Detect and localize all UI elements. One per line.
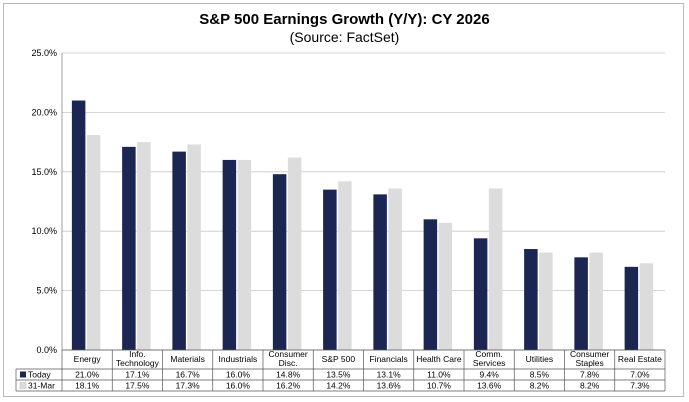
category-label: Real Estate [618,354,662,364]
y-tick-label: 20.0% [31,107,57,117]
bar [539,252,553,350]
value-label: 13.6% [477,381,502,391]
bar [524,249,538,350]
value-label: 17.1% [125,370,150,380]
category-label: Industrials [219,354,258,364]
value-label: 18.1% [75,381,100,391]
value-label: 13.5% [326,370,351,380]
bars [71,100,654,351]
category-label: Financials [369,354,407,364]
bar [589,252,603,350]
value-label: 16.2% [276,381,301,391]
bar [222,159,237,350]
chart-subtitle: (Source: FactSet) [289,29,400,45]
chart-frame [3,3,684,397]
category-label: Energy [74,354,102,364]
value-label: 16.7% [176,370,201,380]
category-label: Health Care [416,354,462,364]
value-label: 21.0% [75,370,100,380]
category-label: Materials [170,354,204,364]
value-label: 17.5% [125,381,150,391]
bar [122,146,136,350]
y-tick-label: 0.0% [36,345,57,355]
bar [373,194,387,350]
value-label: 14.8% [276,370,301,380]
legend-label: Today [28,370,51,380]
bar [172,151,186,350]
bar [237,159,252,350]
category-label: S&P 500 [322,354,356,364]
bar [423,219,438,350]
value-label: 14.2% [326,381,351,391]
bar [473,238,488,350]
bar [488,188,503,350]
bar [71,100,86,351]
category-label: Info. Technology [116,349,160,368]
category-label: Utilities [526,354,553,364]
chart-title: S&P 500 Earnings Growth (Y/Y): CY 2026 [199,11,490,28]
bar [438,222,453,350]
bar [388,188,402,350]
category-label: Consumer Staples [570,349,609,368]
value-label: 17.3% [176,381,201,391]
bar [137,142,151,350]
value-label: 8.2% [580,381,600,391]
value-label: 8.5% [530,370,550,380]
category-label: Comm. Services [473,349,506,368]
value-label: 11.0% [427,370,451,380]
bar [272,174,287,350]
y-tick-label: 10.0% [31,226,57,236]
bar [187,144,201,350]
legend-key [20,371,26,378]
y-tick-label: 15.0% [31,167,57,177]
y-axis: 0.0% 5.0% 10.0% 15.0% 20.0% 25.0% [31,48,63,355]
bar [338,181,352,350]
y-tick-label: 5.0% [36,286,57,296]
data-table: Energy Info. Technology Materials Industrial… [15,349,666,392]
value-label: 16.0% [226,381,251,391]
category-label: Consumer Disc. [269,349,308,368]
value-label: 7.3% [630,381,650,391]
value-label: 7.8% [580,370,600,380]
bar [639,263,654,350]
bar [86,134,101,350]
bar [323,189,337,350]
value-label: 13.6% [377,381,402,391]
value-label: 13.1% [377,370,402,380]
value-label: 9.4% [479,370,499,380]
legend-label: 31-Mar [28,381,55,391]
bar [624,266,639,350]
bar [574,257,588,350]
y-tick-label: 25.0% [31,48,57,58]
value-label: 7.0% [630,370,650,380]
value-label: 8.2% [530,381,550,391]
bar [287,157,302,350]
value-label: 16.0% [226,370,251,380]
value-label: 10.7% [427,381,452,391]
legend-key [19,382,27,389]
